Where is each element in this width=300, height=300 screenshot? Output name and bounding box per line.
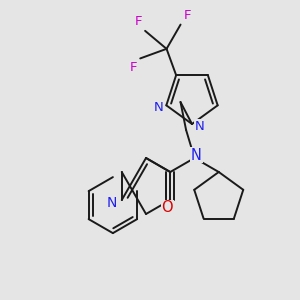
Text: F: F <box>130 61 137 74</box>
Text: F: F <box>184 9 191 22</box>
Text: O: O <box>161 200 173 215</box>
Text: N: N <box>191 148 202 163</box>
Text: N: N <box>195 119 205 133</box>
Text: N: N <box>154 101 163 114</box>
Text: N: N <box>106 196 117 210</box>
Text: F: F <box>135 15 142 28</box>
